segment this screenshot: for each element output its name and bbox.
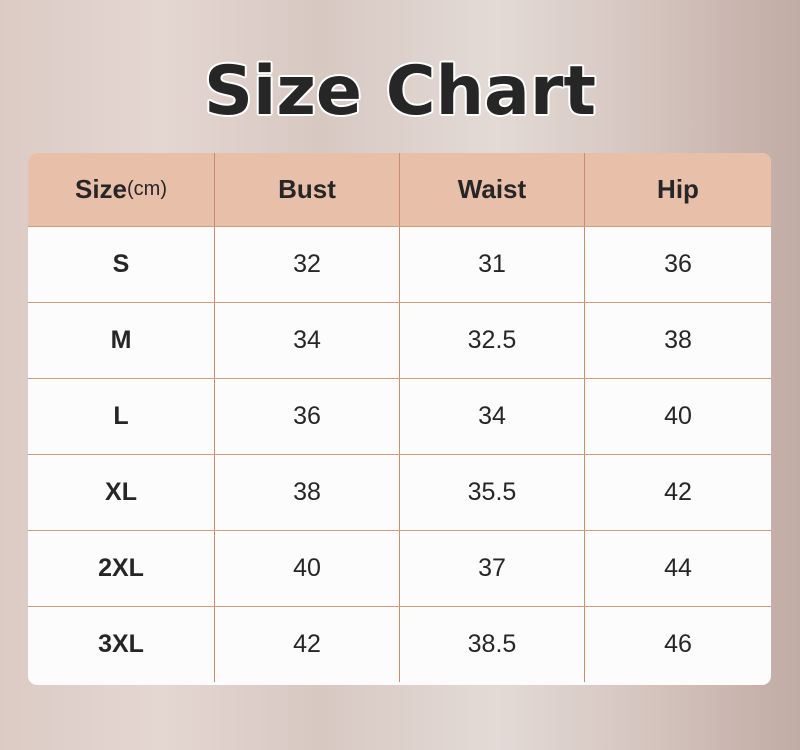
cell-size: 3XL	[98, 630, 144, 658]
cell-size: L	[113, 402, 129, 430]
cell-waist: 34	[399, 379, 584, 454]
cell-bust: 40	[214, 531, 399, 606]
table-header: Size (cm) Bust Waist Hip	[28, 153, 771, 226]
cell-size: XL	[105, 478, 137, 506]
cell-waist: 32.5	[399, 303, 584, 378]
cell-bust: 42	[214, 607, 399, 682]
table-row: L 36 34 40	[28, 378, 771, 454]
cell-bust: 32	[214, 227, 399, 302]
cell-waist: 31	[399, 227, 584, 302]
cell-hip: 36	[584, 227, 771, 302]
cell-size: S	[112, 250, 130, 278]
cell-hip: 46	[584, 607, 771, 682]
cell-hip: 38	[584, 303, 771, 378]
cell-hip: 42	[584, 455, 771, 530]
cell-bust: 36	[214, 379, 399, 454]
table-row: M 34 32.5 38	[28, 302, 771, 378]
cell-waist: 37	[399, 531, 584, 606]
cell-waist: 35.5	[399, 455, 584, 530]
table-row: 3XL 42 38.5 46	[28, 606, 771, 682]
table-row: 2XL 40 37 44	[28, 530, 771, 606]
table-row: XL 38 35.5 42	[28, 454, 771, 530]
header-bust: Bust	[214, 153, 399, 226]
cell-size: M	[110, 326, 132, 354]
header-hip: Hip	[584, 153, 771, 226]
size-table: Size (cm) Bust Waist Hip S 32 31 36 M 34 32.5 38…	[28, 153, 771, 685]
cell-size: 2XL	[98, 554, 144, 582]
header-unit: (cm)	[127, 178, 167, 200]
header-size-label: Size	[74, 174, 128, 204]
cell-hip: 40	[584, 379, 771, 454]
header-waist: Waist	[399, 153, 584, 226]
cell-waist: 38.5	[399, 607, 584, 682]
cell-bust: 38	[214, 455, 399, 530]
table-row: S 32 31 36	[28, 226, 771, 302]
cell-bust: 34	[214, 303, 399, 378]
header-size: Size (cm)	[28, 153, 214, 226]
page-title: Size Chart	[204, 52, 596, 131]
cell-hip: 44	[584, 531, 771, 606]
